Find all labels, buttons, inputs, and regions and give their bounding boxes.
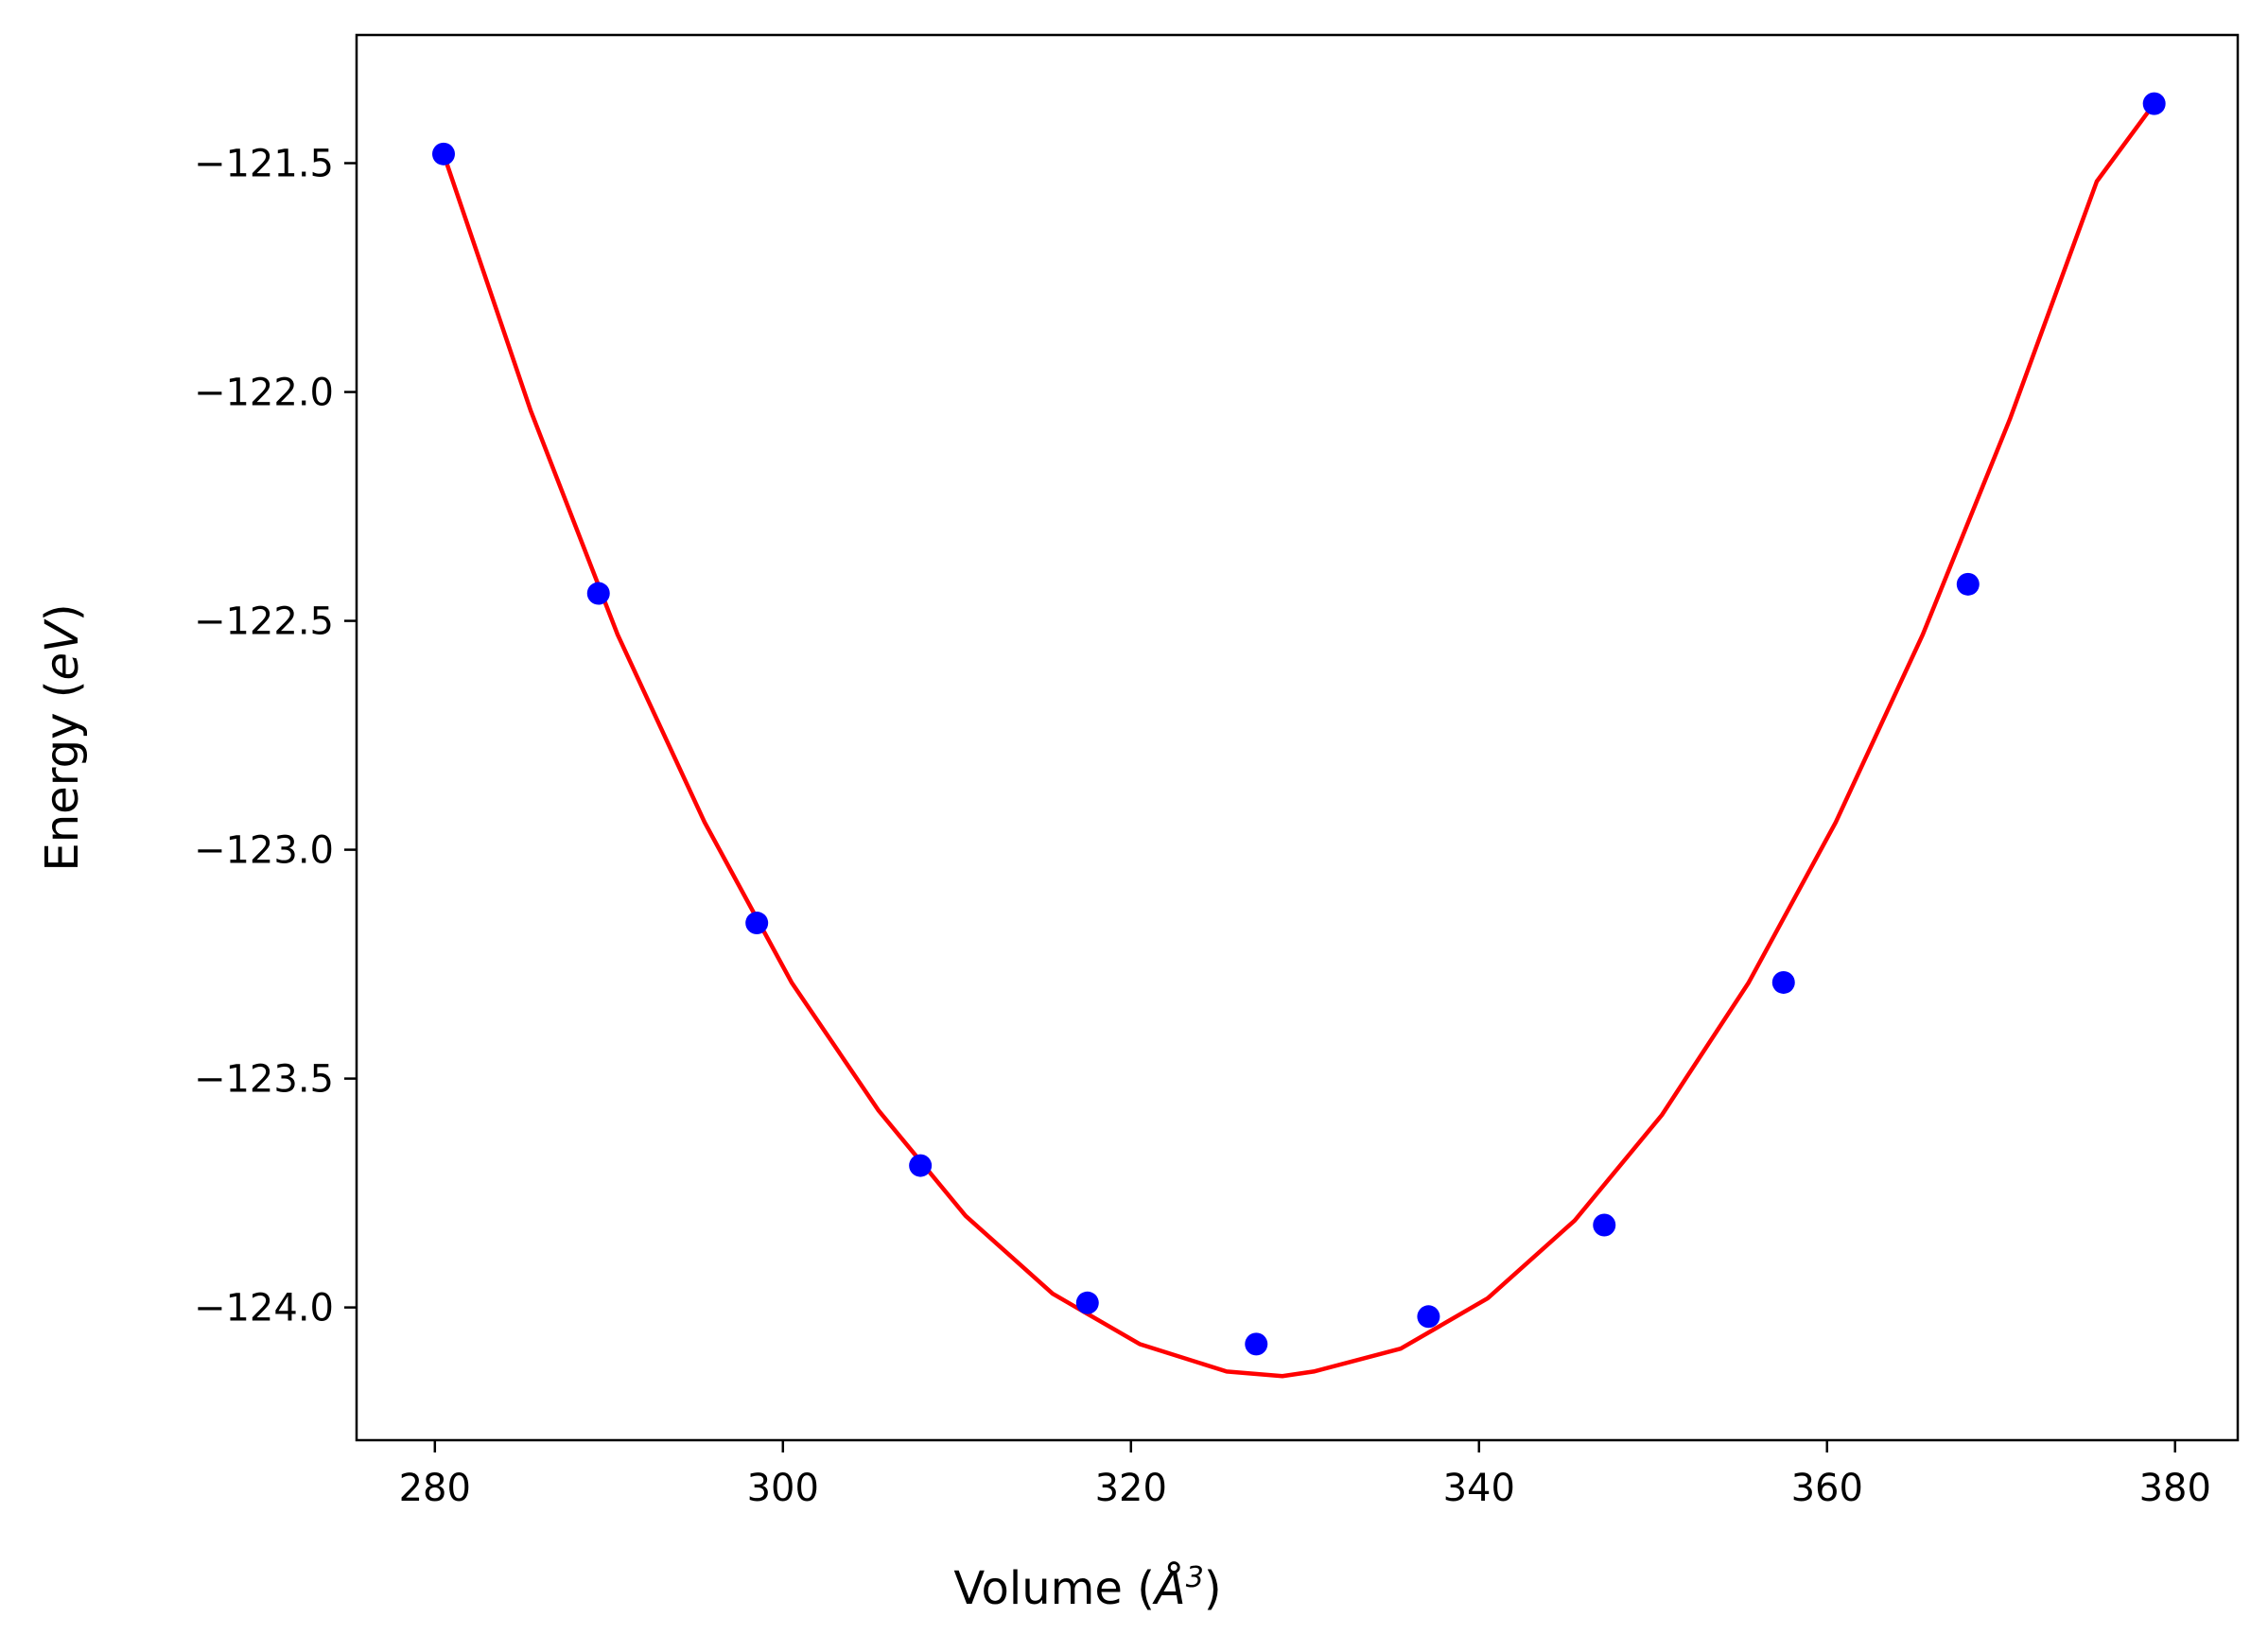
- x-axis-ticks: 280 300 320 340 360 380: [399, 1440, 2211, 1510]
- x-tick-label: 360: [1791, 1467, 1863, 1510]
- data-point: [1075, 1291, 1099, 1314]
- x-tick-label: 320: [1095, 1467, 1167, 1510]
- y-tick-label: −124.0: [194, 1287, 334, 1330]
- x-tick-label: 340: [1443, 1467, 1515, 1510]
- fit-curve-layer: [441, 102, 2156, 1379]
- data-point: [745, 912, 769, 935]
- data-point: [431, 142, 455, 165]
- fit-curve: [441, 102, 2156, 1379]
- data-point: [1956, 572, 1980, 596]
- data-point: [909, 1154, 933, 1177]
- x-axis-label: Volume (Å3): [953, 1561, 1221, 1615]
- data-point: [1771, 970, 1795, 994]
- data-point: [2142, 92, 2166, 115]
- data-point: [1417, 1305, 1440, 1329]
- data-points-layer: [431, 92, 2166, 1356]
- x-tick-label: 300: [747, 1467, 819, 1510]
- y-axis-ticks: −121.5 −122.0 −122.5 −123.0 −123.5 −124.0: [194, 143, 357, 1330]
- y-tick-label: −123.5: [194, 1058, 334, 1102]
- plot-frame: [355, 33, 2240, 1442]
- y-tick-label: −122.5: [194, 600, 334, 644]
- y-tick-label: −122.0: [194, 372, 334, 415]
- y-tick-label: −121.5: [194, 143, 334, 186]
- x-tick-label: 280: [399, 1467, 471, 1510]
- x-tick-label: 380: [2139, 1467, 2211, 1510]
- data-point: [1245, 1332, 1268, 1356]
- y-tick-label: −123.0: [194, 829, 334, 873]
- data-point: [586, 582, 610, 605]
- y-axis-label: Energy (eV): [36, 603, 89, 871]
- data-point: [1593, 1213, 1616, 1237]
